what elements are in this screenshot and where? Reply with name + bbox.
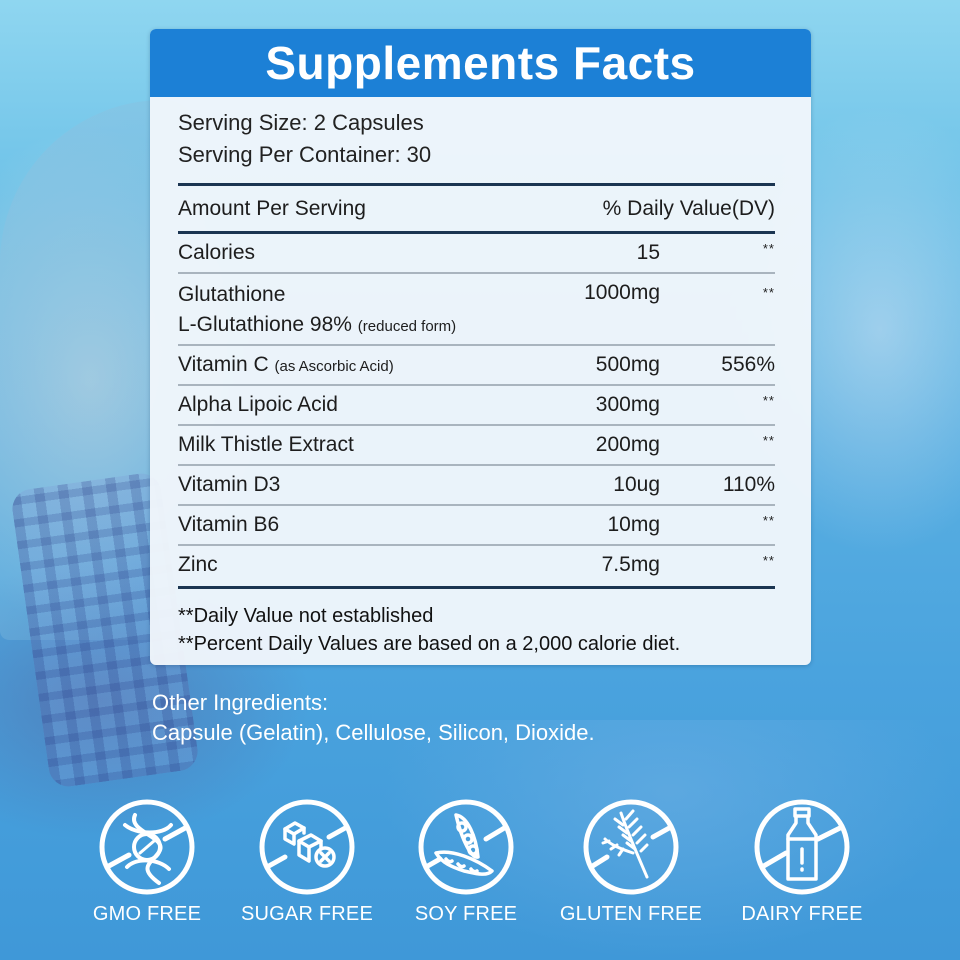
divider-thin — [178, 504, 775, 506]
nutrient-amount: 10mg — [607, 513, 660, 536]
nutrient-amount: 300mg — [595, 393, 660, 416]
table-row: Vitamin D3 10ug 110% — [178, 466, 775, 504]
nutrient-name: Calories — [178, 241, 256, 264]
milk-bottle-crossed-icon — [754, 799, 850, 895]
nutrient-subnote: (reduced form) — [357, 318, 457, 335]
header-amount-per-serving: Amount Per Serving — [178, 197, 366, 220]
footnote: **Percent Daily Values are based on a 2,… — [178, 633, 681, 655]
nutrient-subname: L-Glutathione 98% — [178, 313, 352, 336]
nutrient-name: Milk Thistle Extract — [178, 433, 354, 456]
table-header: Amount Per Serving % Daily Value(DV) — [178, 186, 775, 231]
free-from-badges: GMO FREE SUGAR FRE — [0, 797, 960, 947]
nutrient-note: (as Ascorbic Acid) — [274, 358, 394, 375]
nutrient-amount: 7.5mg — [601, 553, 660, 576]
footnotes: **Daily Value not established **Percent … — [178, 589, 775, 658]
nutrient-name: Vitamin D3 — [178, 473, 281, 496]
serving-size: Serving Size: 2 Capsules — [178, 110, 424, 135]
badge-label: GLUTEN FREE — [559, 903, 703, 925]
other-ingredients: Other Ingredients: Capsule (Gelatin), Ce… — [152, 688, 595, 748]
nutrient-dv: 556% — [721, 353, 775, 376]
nutrient-name: Alpha Lipoic Acid — [178, 393, 338, 416]
badge-label: DAIRY FREE — [741, 903, 863, 925]
nutrient-name: Vitamin C — [178, 353, 269, 376]
table-row: Zinc 7.5mg ** — [178, 546, 775, 584]
dna-crossed-icon — [99, 799, 195, 895]
divider-thin — [178, 544, 775, 546]
nutrient-amount: 10ug — [613, 473, 660, 496]
serving-info: Serving Size: 2 Capsules Serving Per Con… — [178, 97, 775, 171]
wheat-crossed-icon — [583, 799, 679, 895]
badge-label: GMO FREE — [92, 903, 202, 925]
divider-thick — [178, 231, 775, 234]
nutrient-amount: 1000mg — [584, 281, 660, 304]
table-row: Vitamin B6 10mg ** — [178, 506, 775, 544]
facts-header: Supplements Facts — [150, 29, 811, 97]
nutrient-name: Vitamin B6 — [178, 513, 280, 536]
other-ingredients-text: Capsule (Gelatin), Cellulose, Silicon, D… — [152, 720, 595, 745]
divider-thin — [178, 344, 775, 346]
badge-soy-free: SOY FREE — [376, 797, 556, 926]
nutrient-amount: 15 — [636, 241, 660, 264]
divider-thin — [178, 424, 775, 426]
table-row: Vitamin C (as Ascorbic Acid) 500mg 556% — [178, 346, 775, 384]
table-row: Calories 15 ** — [178, 234, 775, 272]
badge-gluten-free: GLUTEN FREE — [541, 797, 721, 926]
divider-thin — [178, 464, 775, 466]
nutrient-dv: 110% — [722, 473, 775, 496]
divider-thin — [178, 272, 775, 274]
nutrient-name: Glutathione — [178, 283, 286, 306]
nutrient-dv: ** — [762, 433, 775, 448]
nutrient-dv: ** — [762, 285, 775, 300]
badge-label: SUGAR FREE — [240, 903, 374, 925]
badge-label: SOY FREE — [414, 903, 518, 925]
sugar-cubes-crossed-icon — [259, 799, 355, 895]
divider-thick — [178, 586, 775, 589]
table-row: Alpha Lipoic Acid 300mg ** — [178, 386, 775, 424]
servings-per-container: Serving Per Container: 30 — [178, 142, 432, 167]
nutrient-amount: 500mg — [595, 353, 660, 376]
table-row: Milk Thistle Extract 200mg ** — [178, 426, 775, 464]
header-daily-value: % Daily Value(DV) — [602, 197, 775, 220]
divider-thin — [178, 384, 775, 386]
facts-title: Supplements Facts — [265, 37, 696, 89]
nutrient-dv: ** — [762, 393, 775, 408]
footnote: **Daily Value not established — [178, 605, 434, 627]
badge-dairy-free: DAIRY FREE — [712, 797, 892, 926]
nutrient-name: Zinc — [178, 553, 218, 576]
supplement-facts-panel: Supplements Facts Serving Size: 2 Capsul… — [150, 29, 811, 665]
nutrient-dv: ** — [762, 241, 775, 256]
badge-gmo-free: GMO FREE — [57, 797, 237, 926]
other-ingredients-title: Other Ingredients: — [152, 690, 329, 715]
soybean-pod-crossed-icon — [418, 799, 514, 895]
nutrient-dv: ** — [762, 553, 775, 568]
table-row: Glutathione L-Glutathione 98% (reduced f… — [178, 274, 775, 344]
badge-sugar-free: SUGAR FREE — [217, 797, 397, 926]
nutrient-dv: ** — [762, 513, 775, 528]
divider-thick — [178, 183, 775, 186]
nutrient-amount: 200mg — [595, 433, 660, 456]
